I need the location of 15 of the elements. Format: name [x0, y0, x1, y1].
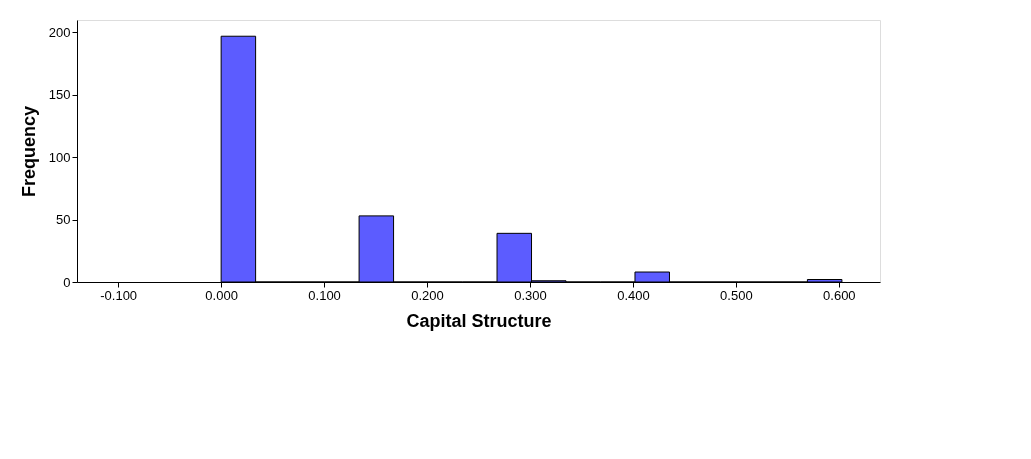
- x-axis-title: Capital Structure: [406, 310, 552, 331]
- x-tick-label: 0.400: [617, 287, 650, 303]
- x-tick-label: 0.500: [720, 287, 753, 303]
- x-tick-label: -0.100: [100, 287, 138, 303]
- x-tick-label: 0.200: [411, 287, 444, 303]
- y-tick-label: 150: [48, 87, 71, 103]
- x-tick-label: 0.100: [308, 287, 341, 303]
- y-axis-title: Frequency: [18, 105, 39, 198]
- y-tick-label: 50: [56, 212, 71, 228]
- y-tick-label: 200: [48, 24, 71, 40]
- x-tick-label: 0.300: [514, 287, 547, 303]
- x-tick-label: 0.000: [205, 287, 238, 303]
- x-tick-label: 0.600: [823, 287, 856, 303]
- y-tick-label: 0: [63, 274, 71, 290]
- y-tick-label: 100: [48, 149, 71, 165]
